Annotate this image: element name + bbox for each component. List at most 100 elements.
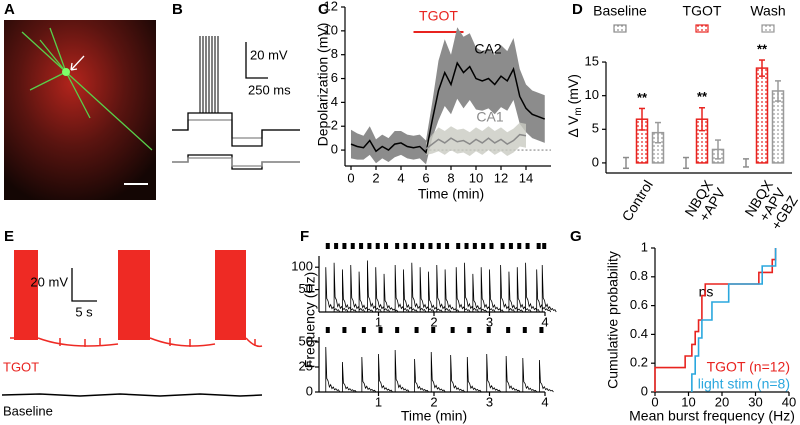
spikes [199, 36, 219, 113]
raster-tick [436, 243, 441, 249]
legend-swatch [761, 24, 775, 33]
trace [172, 112, 300, 147]
x-tick-label: 2 [430, 314, 437, 329]
raster-tick [350, 243, 355, 249]
panel-label: D [572, 1, 583, 18]
legend-label: light stim (n=8) [698, 376, 790, 392]
y-tick-label: 25 [299, 358, 313, 373]
burst [516, 267, 532, 313]
step-line [654, 248, 777, 392]
burst [500, 264, 515, 313]
raster-tick [464, 243, 469, 249]
raster-tick [403, 243, 408, 249]
raster-tick [411, 243, 416, 249]
baseline-trace [1, 393, 263, 397]
raster-tick [486, 327, 491, 333]
scale-label: 5 s [75, 304, 93, 319]
y-tick-label: 50 [299, 281, 313, 296]
burst [342, 269, 357, 313]
x-tick-label: 1 [375, 394, 382, 409]
y-tick-label: 5 [592, 121, 599, 136]
raster-tick [375, 243, 380, 249]
y-label: Δ Vm (mV) [565, 74, 584, 137]
burst [411, 262, 427, 313]
image-background [4, 20, 156, 200]
burst [358, 271, 374, 313]
raster-tick [450, 327, 455, 333]
burst [486, 353, 502, 393]
stimulus-label: TGOT [419, 8, 458, 24]
burst [472, 273, 488, 313]
raster-tick [428, 243, 433, 249]
raster-tick [359, 243, 364, 249]
burst [325, 267, 341, 313]
y-tick-label: 100 [291, 259, 313, 274]
x-tick-label: 0 [347, 170, 354, 185]
burst [536, 269, 552, 313]
y-label-subscript: m [573, 107, 584, 115]
x-tick-label: 3 [486, 394, 493, 409]
y-tick-label: 10 [585, 87, 599, 102]
x-label: Time (min) [401, 408, 467, 424]
raster-tick [395, 327, 400, 333]
y-tick-label: 15 [585, 53, 599, 68]
x-tick-label: 3 [486, 314, 493, 329]
burst [464, 262, 479, 313]
raster-tick [500, 243, 505, 249]
series-label: CA1 [476, 109, 503, 125]
burst [505, 355, 521, 393]
x-tick-label: 6 [422, 170, 429, 185]
burst [367, 260, 382, 313]
burst [394, 349, 410, 393]
raster-tick [456, 243, 461, 249]
legend-label: Baseline [593, 3, 647, 19]
y-tick-label: 0.2 [630, 355, 648, 370]
y-tick-label: 4 [331, 94, 338, 109]
raster-tick [378, 327, 383, 333]
significance: ** [697, 89, 708, 104]
series-label: CA2 [474, 41, 501, 57]
burst [333, 262, 349, 313]
y-label-text: Δ V [565, 115, 581, 137]
raster-tick [342, 327, 347, 333]
x-tick-label: NBQX+APV+GBZ [741, 177, 800, 235]
scale-label: 250 ms [248, 82, 291, 97]
panel-label: C [318, 1, 329, 18]
step-line [691, 248, 777, 392]
raster-tick [334, 243, 339, 249]
x-tick-label: 14 [519, 170, 533, 185]
scale-bar [245, 42, 268, 79]
burst [378, 353, 393, 393]
burst [403, 269, 418, 313]
y-tick-label: 0 [641, 383, 648, 398]
burst [325, 346, 341, 393]
raster-tick [367, 243, 372, 249]
y-tick-label: 0 [306, 383, 313, 398]
raster-tick [414, 327, 419, 333]
raster-tick [361, 327, 366, 333]
burst [428, 271, 443, 313]
burst [342, 361, 357, 393]
burst [350, 264, 366, 313]
significance: ** [757, 41, 768, 56]
trace-label: Baseline [3, 403, 53, 418]
burst [419, 267, 435, 313]
bar [755, 67, 769, 164]
soma [62, 68, 70, 76]
trace-label: TGOT [3, 359, 39, 374]
burst [430, 351, 446, 393]
y-tick-label: 0.8 [630, 268, 648, 283]
legend-swatch [613, 24, 627, 33]
burst [118, 250, 150, 340]
burst [522, 357, 538, 393]
burst [455, 267, 471, 313]
burst [14, 250, 38, 340]
y-tick-label: 50 [299, 333, 313, 348]
raster-tick [506, 327, 511, 333]
y-label-unit: (mV) [565, 74, 581, 104]
x-tick-label-line: Control [618, 177, 655, 224]
y-tick-label: 12 [324, 0, 338, 13]
burst [480, 267, 496, 313]
x-label: Time (min) [418, 186, 484, 202]
